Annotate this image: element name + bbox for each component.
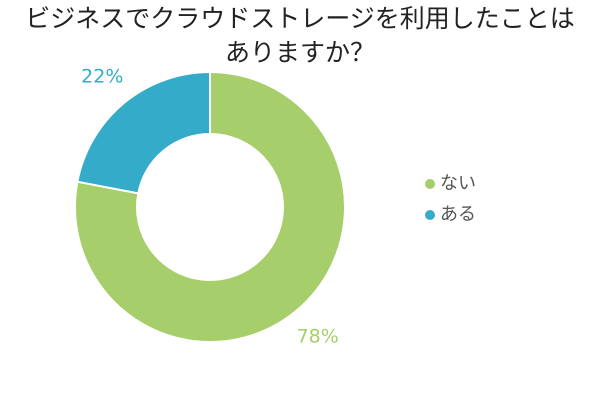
legend-label-1: ない — [440, 173, 476, 194]
slice-1 — [74, 70, 346, 343]
chart-title-line-1: ビジネスでクラウドストレージを利用したことは — [25, 4, 575, 33]
donut-slices — [74, 70, 346, 343]
legend-marker-2 — [425, 210, 435, 220]
data-labels: 78% 22% — [81, 65, 339, 347]
chart-title-line-2: ありますか？ — [224, 38, 375, 67]
legend-item-1: ない — [425, 173, 476, 194]
legend-item-2: ある — [425, 204, 476, 225]
legend-marker-1 — [425, 179, 435, 189]
chart-title: ビジネスでクラウドストレージを利用したことは ありますか？ — [0, 2, 600, 70]
slice-2 — [76, 70, 211, 195]
data-label-1: 78% — [297, 326, 339, 348]
legend-label-2: ある — [440, 204, 476, 225]
data-label-2: 22% — [81, 65, 123, 87]
